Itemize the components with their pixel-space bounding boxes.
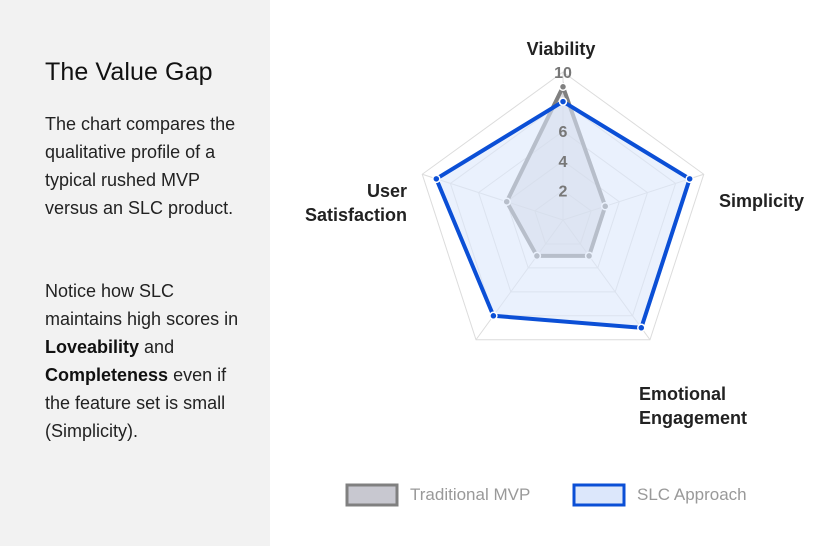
data-point bbox=[685, 174, 694, 184]
insight-highlight-completeness: Completeness bbox=[45, 365, 169, 385]
data-point bbox=[637, 323, 646, 333]
grid-ring bbox=[421, 71, 705, 341]
axis-label: Emotional bbox=[639, 384, 726, 404]
legend-swatch bbox=[572, 483, 626, 507]
data-point bbox=[558, 97, 568, 106]
page-title: The Value Gap bbox=[45, 58, 213, 86]
axis-label: Engagement bbox=[639, 408, 747, 428]
axis-label: User bbox=[367, 181, 407, 201]
axis-label: Satisfaction bbox=[305, 205, 407, 225]
chart-area: 2 4 6 10 Viability Simplicity Emotional Engagem… bbox=[270, 0, 835, 546]
insight-highlight-loveability: Loveability bbox=[45, 337, 140, 357]
legend-label: Traditional MVP bbox=[410, 485, 530, 504]
insight-text-outro: even if the feature set is small (Simpli… bbox=[45, 365, 227, 441]
tick-label: 10 bbox=[554, 65, 572, 82]
radar-chart: 2 4 6 10 Viability Simplicity Emotional Engagem… bbox=[305, 39, 804, 507]
axis-label: Simplicity bbox=[719, 191, 804, 211]
tick-label: 4 bbox=[559, 154, 568, 171]
legend-swatch bbox=[345, 483, 399, 507]
insight-text-intro: Notice how SLC maintains high scores in bbox=[45, 281, 239, 329]
tick-label: 6 bbox=[559, 124, 568, 141]
description-paragraph: The chart compares the qualitative profi… bbox=[45, 114, 236, 218]
legend-label: SLC Approach bbox=[637, 485, 747, 504]
tick-label: 2 bbox=[559, 183, 568, 200]
insight-text-and: and bbox=[144, 337, 175, 357]
side-panel: The Value Gap The chart compares the qua… bbox=[0, 0, 270, 546]
data-point bbox=[432, 174, 441, 184]
series-area bbox=[433, 99, 693, 330]
data-point bbox=[558, 82, 568, 92]
axis-label: Viability bbox=[527, 39, 596, 59]
data-point bbox=[489, 311, 498, 321]
insight-paragraph: Notice how SLC maintains high scores in … bbox=[45, 277, 250, 445]
